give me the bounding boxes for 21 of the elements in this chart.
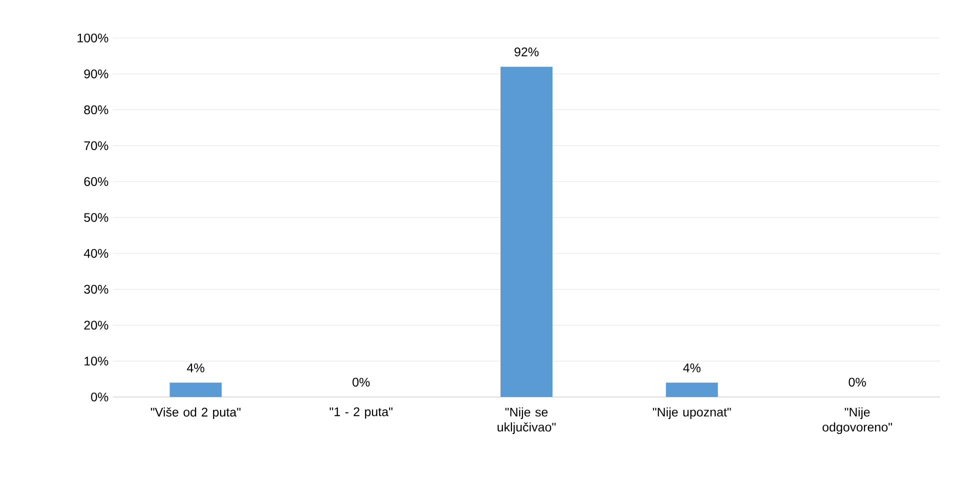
x-tick-label: "Nije se uključivao" [498,407,556,434]
y-tick-label: 70% [84,141,108,150]
y-tick-label: 90% [84,69,108,78]
data-label: 0% [352,378,370,387]
y-tick-label: 40% [84,248,108,258]
y-tick-label: 0% [91,392,108,402]
data-label: 92% [514,47,539,56]
x-tick-label: "Nije upoznat" [652,407,731,420]
data-label: 4% [186,364,204,372]
data-label: 4% [683,364,700,372]
y-tick-label: 10% [84,356,108,366]
y-tick-label: 80% [84,105,108,114]
y-tick-label: 50% [84,213,108,222]
y-tick-label: 30% [84,284,108,294]
x-tick-label: "Više od 2 puta" [150,407,240,420]
x-tick-label: "Nije odgovoreno" [822,407,892,434]
x-tick-label: "1 - 2 puta" [330,407,392,419]
y-tick-label: 100% [78,34,108,42]
y-tick-label: 20% [84,320,108,330]
data-label: 0% [848,378,866,387]
y-tick-label: 60% [84,177,108,186]
